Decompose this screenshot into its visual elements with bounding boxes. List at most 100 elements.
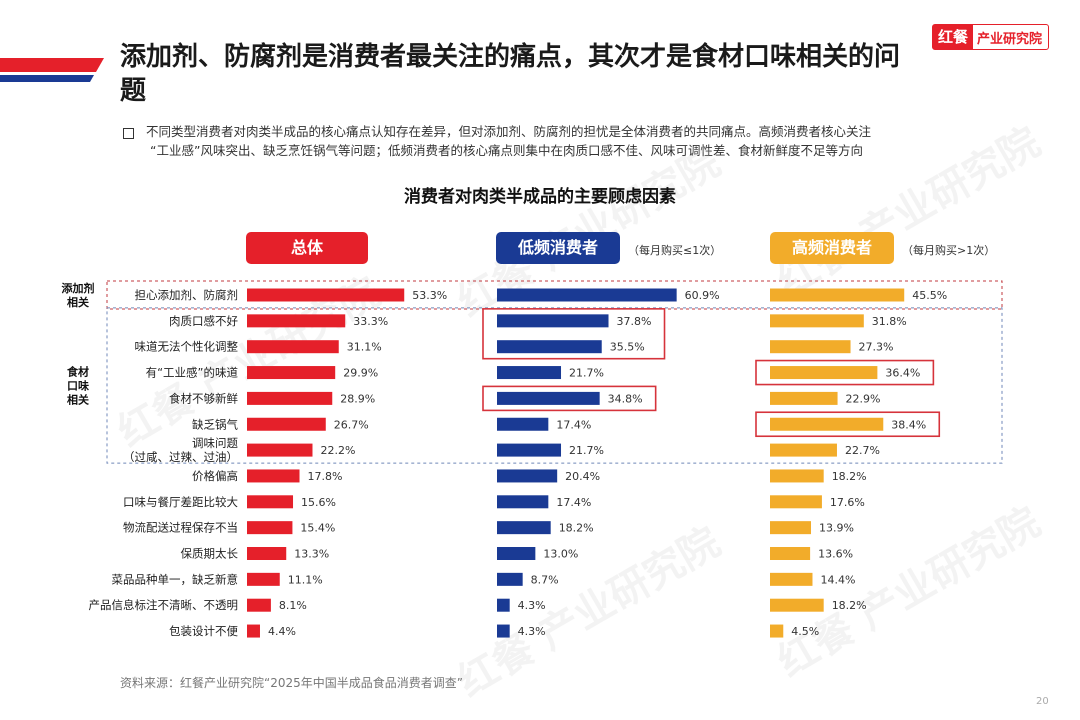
chart-title: 消费者对肉类半成品的主要顾虑因素 [404, 187, 676, 207]
bar-total [247, 366, 336, 380]
category-label: 包装设计不便 [169, 624, 238, 638]
bar-high-frequency [770, 521, 812, 535]
bar-low-frequency [497, 469, 558, 483]
value-label-total: 26.7% [334, 418, 369, 431]
summary-text: 不同类型消费者对肉类半成品的核心痛点认知存在差异，但对添加剂、防腐剂的担忧是全体… [146, 122, 986, 160]
bar-low-frequency [497, 417, 549, 431]
bar-high-frequency [770, 469, 824, 483]
value-label-total: 53.3% [412, 289, 447, 302]
bar-low-frequency [497, 521, 551, 535]
value-label-total: 33.3% [353, 315, 388, 328]
value-label-low-frequency: 20.4% [565, 470, 600, 483]
header-decoration-stripes [0, 58, 104, 82]
source-note: 资料来源：红餐产业研究院“2025年中国半成品食品消费者调查” [120, 676, 463, 690]
bar-high-frequency [770, 391, 838, 405]
value-label-low-frequency: 8.7% [531, 573, 559, 586]
bar-low-frequency [497, 572, 523, 586]
bar-total [247, 547, 287, 560]
series-note-high-frequency: （每月购买>1次） [902, 244, 996, 257]
group-label: 添加剂相关 [62, 281, 95, 309]
brand-logo-text: 产业研究院 [977, 31, 1043, 47]
value-label-high-frequency: 13.9% [819, 522, 854, 535]
bar-high-frequency [770, 572, 813, 586]
bullet-square-icon [123, 128, 134, 139]
category-label: 担心添加剂、防腐剂 [135, 288, 239, 302]
value-label-low-frequency: 34.8% [608, 392, 643, 405]
value-label-high-frequency: 22.9% [846, 392, 881, 405]
bar-total [247, 314, 346, 328]
value-label-high-frequency: 45.5% [912, 289, 947, 302]
value-label-low-frequency: 60.9% [685, 289, 720, 302]
highlight-box-low-frequency [482, 385, 657, 412]
summary-line-2: “工业感”风味突出、缺乏烹饪锅气等问题；低频消费者的核心痛点则集中在肉质口感不佳… [150, 143, 863, 158]
value-label-low-frequency: 4.3% [518, 599, 546, 612]
category-label: 食材不够新鲜 [169, 391, 238, 405]
brand-logo-mark: 红餐 [933, 25, 974, 49]
category-label: 肉质口感不好 [169, 314, 238, 328]
brand-logo: 红餐 产业研究院 [932, 24, 1050, 50]
value-label-total: 17.8% [308, 470, 343, 483]
value-label-high-frequency: 36.4% [885, 367, 920, 380]
navy-stripe [0, 75, 94, 82]
page-title: 添加剂、防腐剂是消费者最关注的痛点，其次才是食材口味相关的问题 [120, 42, 901, 106]
category-label: 有“工业感”的味道 [146, 366, 239, 380]
value-label-high-frequency: 22.7% [845, 444, 880, 457]
bar-low-frequency [497, 314, 609, 328]
bar-low-frequency [497, 340, 602, 354]
category-label: 产品信息标注不清晰、不透明 [89, 598, 239, 612]
value-label-high-frequency: 13.6% [818, 548, 853, 561]
bar-total [247, 572, 280, 586]
bar-high-frequency [770, 443, 837, 457]
bar-low-frequency [497, 366, 562, 380]
bar-high-frequency [770, 288, 905, 302]
value-label-low-frequency: 35.5% [610, 341, 645, 354]
value-label-total: 22.2% [320, 444, 355, 457]
value-label-high-frequency: 14.4% [820, 573, 855, 586]
value-label-high-frequency: 17.6% [830, 496, 865, 509]
series-header-low-frequency: 低频消费者 [496, 232, 620, 264]
bar-total [247, 288, 405, 302]
bar-total [247, 495, 294, 509]
bar-total [247, 598, 271, 612]
value-label-low-frequency: 4.3% [518, 625, 546, 638]
value-label-total: 15.6% [301, 496, 336, 509]
bar-total [247, 469, 300, 483]
group-frame-taste [106, 307, 1003, 464]
bar-high-frequency [770, 547, 811, 560]
bar-high-frequency [770, 417, 884, 431]
bar-total [247, 443, 313, 457]
highlight-box-high-frequency [755, 411, 941, 438]
value-label-high-frequency: 4.5% [791, 625, 819, 638]
value-label-high-frequency: 27.3% [859, 341, 894, 354]
value-label-high-frequency: 38.4% [891, 418, 926, 431]
bar-high-frequency [770, 624, 784, 638]
red-stripe [0, 58, 104, 72]
value-label-total: 4.4% [268, 625, 296, 638]
category-label: 物流配送过程保存不当 [123, 521, 238, 535]
value-label-low-frequency: 13.0% [543, 548, 578, 561]
series-header-high-frequency: 高频消费者 [770, 232, 894, 264]
value-label-low-frequency: 17.4% [556, 496, 591, 509]
highlight-box-low-frequency [482, 308, 666, 360]
bar-high-frequency [770, 366, 878, 380]
category-label: 菜品品种单一，缺乏新意 [112, 572, 239, 586]
bar-total [247, 521, 293, 535]
value-label-total: 29.9% [343, 367, 378, 380]
series-header-total: 总体 [246, 232, 368, 264]
bar-low-frequency [497, 624, 510, 638]
bar-low-frequency [497, 288, 677, 302]
value-label-total: 28.9% [340, 392, 375, 405]
bar-total [247, 417, 326, 431]
category-label: 口味与餐厅差距比较大 [123, 495, 238, 509]
category-label: 保质期太长 [181, 547, 239, 561]
bar-high-frequency [770, 314, 864, 328]
bar-low-frequency [497, 495, 549, 509]
category-label: 味道无法个性化调整 [135, 340, 239, 354]
value-label-low-frequency: 21.7% [569, 444, 604, 457]
bar-low-frequency [497, 391, 600, 405]
bar-low-frequency [497, 443, 562, 457]
value-label-total: 11.1% [288, 573, 323, 586]
value-label-total: 31.1% [347, 341, 382, 354]
value-label-high-frequency: 31.8% [872, 315, 907, 328]
